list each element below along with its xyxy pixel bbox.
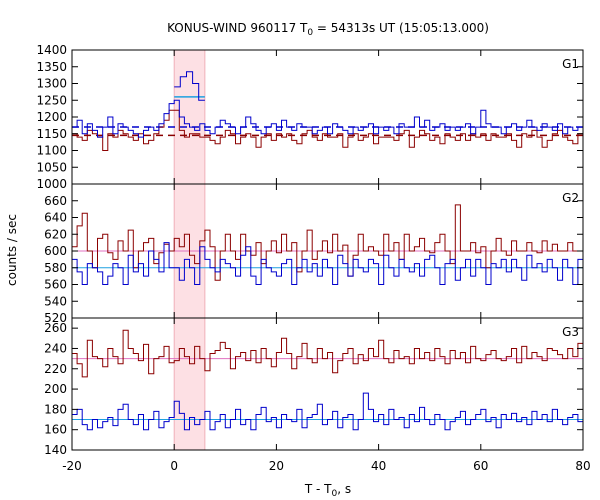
y-tick-label: 220 xyxy=(44,362,67,376)
y-tick-label: 260 xyxy=(44,321,67,335)
x-tick-label: 40 xyxy=(371,459,386,473)
y-tick-label: 540 xyxy=(44,294,67,308)
y-tick-label: 240 xyxy=(44,341,67,355)
y-tick-label: 580 xyxy=(44,261,67,275)
red-series-line xyxy=(72,329,583,378)
blue-series-line xyxy=(72,99,583,138)
y-tick-label: 200 xyxy=(44,382,67,396)
y-tick-label: 600 xyxy=(44,244,67,258)
y-tick-label: 140 xyxy=(44,443,67,457)
y-tick-label: 640 xyxy=(44,211,67,225)
y-tick-label: 160 xyxy=(44,423,67,437)
x-tick-label: -20 xyxy=(62,459,82,473)
y-tick-label: 180 xyxy=(44,402,67,416)
panel-label: G2 xyxy=(562,191,579,205)
panel-frame xyxy=(71,317,584,451)
y-tick-label: 620 xyxy=(44,227,67,241)
burst-spike-line xyxy=(174,71,205,101)
plots-layer: 100010501100115012001250130013501400G152… xyxy=(36,43,590,473)
y-tick-label: 1350 xyxy=(36,60,67,74)
chart-title: KONUS-WIND 960117 T0 = 54313s UT (15:05:… xyxy=(167,21,489,38)
panel-frame xyxy=(71,49,584,185)
y-tick-label: 1300 xyxy=(36,77,67,91)
y-tick-label: 1050 xyxy=(36,160,67,174)
y-tick-label: 1000 xyxy=(36,177,67,191)
blue-series-line xyxy=(72,392,583,431)
y-tick-label: 1200 xyxy=(36,110,67,124)
panel-label: G1 xyxy=(562,57,579,71)
x-tick-label: 20 xyxy=(269,459,284,473)
blue-series-line xyxy=(72,242,583,285)
y-axis-label: counts / sec xyxy=(5,214,19,286)
y-tick-label: 1100 xyxy=(36,144,67,158)
y-tick-label: 660 xyxy=(44,194,67,208)
y-tick-label: 1400 xyxy=(36,43,67,57)
x-axis-label: T - T0, s xyxy=(304,482,351,499)
x-tick-label: 80 xyxy=(575,459,590,473)
x-tick-label: 0 xyxy=(170,459,178,473)
y-tick-label: 560 xyxy=(44,278,67,292)
panel-label: G3 xyxy=(562,325,579,339)
red-series-line xyxy=(72,204,583,281)
x-tick-label: 60 xyxy=(473,459,488,473)
burst-interval-band xyxy=(174,50,205,184)
y-tick-label: 1250 xyxy=(36,93,67,107)
y-tick-label: 1150 xyxy=(36,127,67,141)
y-tick-label: 520 xyxy=(44,311,67,325)
